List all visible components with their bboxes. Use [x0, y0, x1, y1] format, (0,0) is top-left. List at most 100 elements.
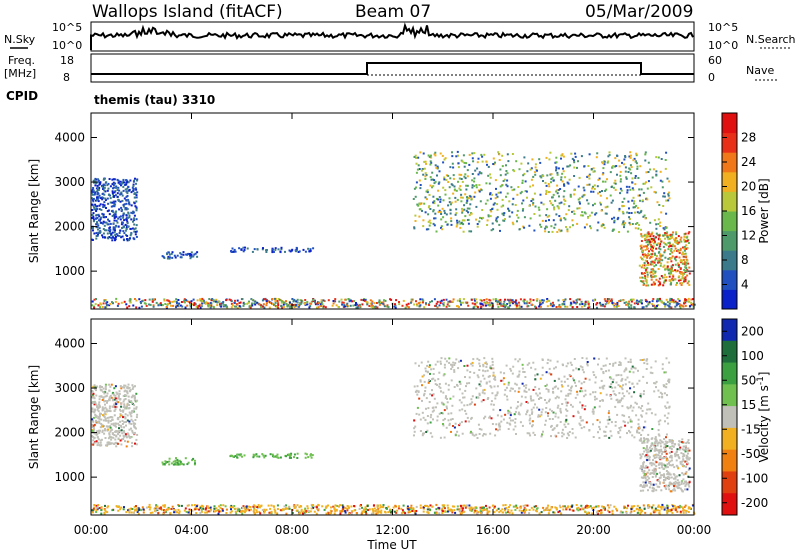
- data-cell: [531, 303, 534, 306]
- data-cell: [639, 299, 642, 302]
- data-cell: [593, 187, 596, 190]
- data-cell: [103, 400, 106, 403]
- data-cell: [131, 431, 134, 434]
- data-cell: [623, 158, 626, 161]
- data-cell: [672, 269, 675, 272]
- data-cell: [131, 186, 134, 189]
- data-cell: [581, 406, 584, 409]
- data-cell: [167, 302, 170, 305]
- data-cell: [554, 415, 557, 418]
- data-cell: [633, 206, 636, 209]
- data-cell: [632, 206, 635, 209]
- data-cell: [424, 172, 427, 175]
- data-cell: [121, 386, 124, 389]
- data-cell: [642, 426, 645, 429]
- data-cell: [655, 449, 658, 452]
- data-cell: [550, 173, 553, 176]
- data-cell: [567, 384, 570, 387]
- data-cell: [578, 176, 581, 179]
- data-cell: [510, 186, 513, 189]
- data-cell: [547, 183, 550, 185]
- data-cell: [461, 207, 463, 210]
- data-cell: [120, 192, 123, 195]
- data-cell: [587, 505, 590, 507]
- data-cell: [658, 423, 661, 426]
- data-cell: [108, 405, 111, 408]
- data-cell: [640, 246, 643, 249]
- data-cell: [494, 376, 497, 379]
- data-cell: [436, 174, 438, 177]
- data-cell: [643, 182, 646, 185]
- data-cell: [115, 434, 118, 437]
- data-cell: [563, 380, 566, 383]
- data-cell: [173, 254, 176, 257]
- data-cell: [603, 163, 606, 166]
- data-cell: [135, 196, 138, 199]
- data-cell: [662, 457, 665, 459]
- data-cell: [674, 476, 677, 479]
- data-cell: [644, 159, 647, 162]
- data-cell: [627, 407, 630, 410]
- data-cell: [222, 301, 225, 304]
- data-cell: [274, 509, 277, 512]
- data-cell: [637, 194, 640, 197]
- data-cell: [118, 392, 121, 395]
- data-cell: [551, 196, 554, 199]
- data-cell: [638, 300, 641, 303]
- data-cell: [630, 166, 633, 168]
- data-cell: [262, 303, 265, 306]
- data-cell: [443, 366, 446, 369]
- data-cell: [133, 228, 136, 231]
- data-cell: [604, 206, 607, 209]
- data-cell: [102, 228, 105, 230]
- data-cell: [433, 153, 436, 156]
- data-cell: [271, 248, 274, 251]
- data-cell: [654, 259, 657, 262]
- data-cell: [341, 301, 344, 304]
- data-cell: [501, 198, 504, 201]
- data-cell: [654, 440, 657, 443]
- data-cell: [539, 300, 542, 302]
- data-cell: [666, 466, 669, 469]
- data-cell: [654, 254, 657, 256]
- power-colorbar-label: Power [dB]: [757, 178, 771, 243]
- data-cell: [672, 299, 674, 302]
- data-cell: [430, 178, 433, 181]
- data-cell: [573, 193, 576, 196]
- data-cell: [458, 388, 461, 391]
- data-cell: [113, 237, 116, 240]
- data-cell: [97, 192, 100, 195]
- data-cell: [155, 504, 158, 507]
- data-cell: [447, 412, 450, 415]
- data-cell: [540, 411, 543, 414]
- data-cell: [679, 247, 682, 250]
- data-cell: [644, 420, 647, 423]
- data-cell: [491, 392, 494, 395]
- data-cell: [479, 302, 482, 305]
- data-cell: [129, 298, 132, 301]
- data-cell: [122, 435, 125, 438]
- data-cell: [456, 223, 459, 226]
- data-cell: [565, 401, 568, 404]
- data-cell: [309, 305, 312, 307]
- data-cell: [125, 407, 128, 410]
- data-cell: [382, 301, 385, 304]
- data-cell: [673, 257, 676, 260]
- data-cell: [434, 383, 437, 386]
- data-cell: [644, 249, 647, 251]
- data-cell: [99, 444, 102, 447]
- data-cell: [604, 180, 607, 183]
- data-cell: [427, 154, 430, 157]
- data-cell: [603, 430, 606, 433]
- data-cell: [483, 417, 485, 420]
- data-cell: [98, 398, 101, 401]
- data-cell: [182, 463, 185, 466]
- data-cell: [652, 454, 655, 457]
- data-cell: [547, 299, 550, 302]
- data-cell: [123, 184, 126, 186]
- data-cell: [668, 234, 671, 237]
- data-cell: [409, 506, 412, 509]
- data-cell: [198, 303, 201, 306]
- data-cell: [117, 225, 120, 228]
